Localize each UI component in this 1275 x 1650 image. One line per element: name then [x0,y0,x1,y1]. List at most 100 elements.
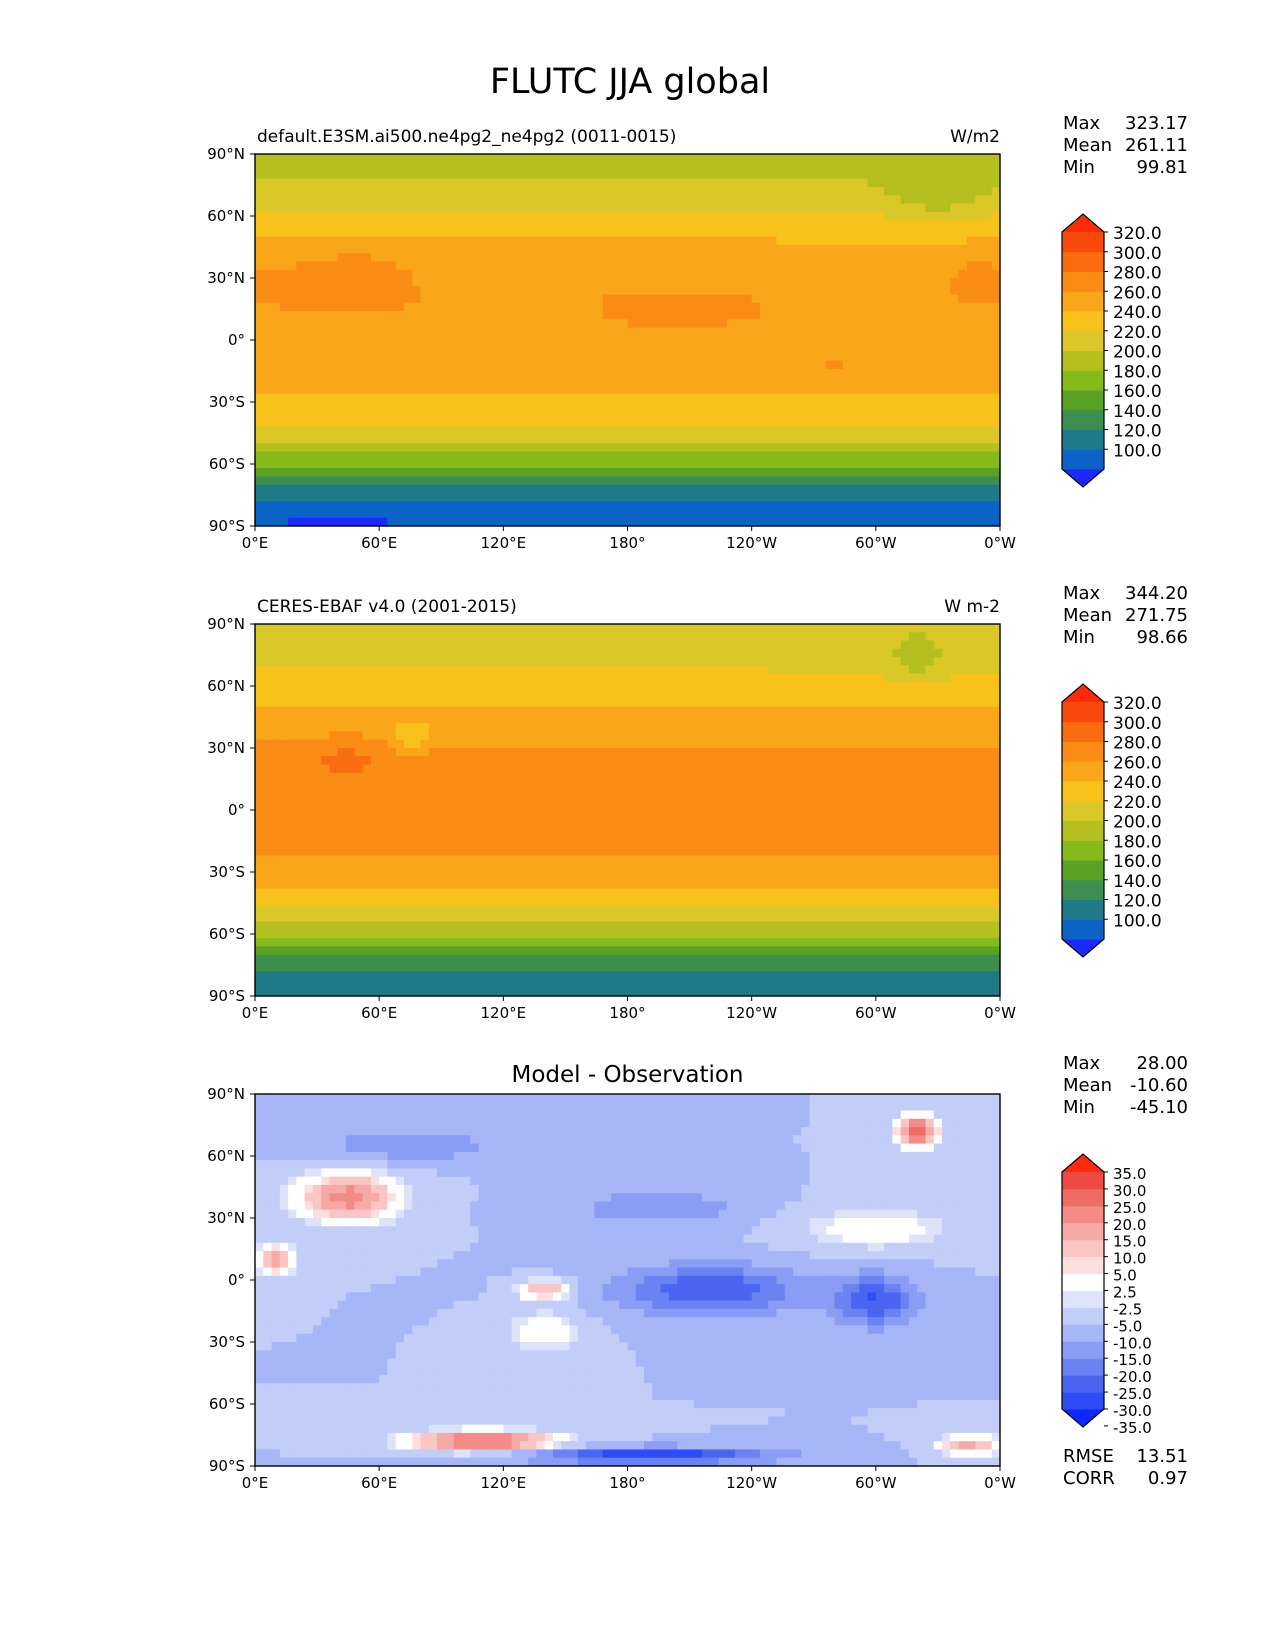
field-cell [486,352,496,362]
field-cell [900,368,910,378]
field-cell [884,327,893,337]
field-cell [685,253,695,263]
field-cell [387,253,397,263]
field-cell [329,418,339,428]
field-cell [453,187,463,196]
field-cell [387,319,397,329]
field-cell [983,319,993,329]
field-cell [486,410,496,420]
field-cell [726,261,736,271]
field-cell [759,418,769,428]
field-cell [710,681,720,691]
field-cell [354,220,364,229]
field-cell [346,253,355,263]
field-cell [751,311,761,320]
field-cell [635,657,645,666]
field-cell [321,385,331,395]
field-cell [437,286,446,296]
field-cell [801,484,811,494]
field-cell [470,451,480,461]
field-cell [652,459,662,469]
field-cell [577,278,587,287]
field-cell [288,501,297,511]
field-cell [817,484,827,494]
field-cell [321,648,331,658]
field-cell [586,418,595,428]
field-cell [486,154,496,163]
field-cell [395,162,405,172]
field-cell [718,261,728,271]
field-cell [735,187,744,196]
field-cell [461,269,471,279]
field-cell [288,154,297,163]
field-cell [776,352,786,362]
field-cell [511,418,521,428]
field-cell [983,468,993,477]
field-cell [387,418,397,428]
field-cell [519,690,529,699]
field-cell [685,426,695,436]
field-cell [602,244,612,254]
field-cell [718,476,728,486]
field-cell [263,220,273,229]
field-cell [569,410,579,420]
field-cell [801,517,811,526]
field-cell [304,665,314,675]
field-cell [859,410,869,420]
field-cell [271,319,281,329]
field-cell [346,426,355,436]
field-cell [304,410,314,420]
field-cell [842,360,852,370]
field-cell [395,443,405,453]
field-cell [966,657,976,666]
field-cell [329,426,339,436]
field-cell [296,632,306,642]
field-cell [991,468,1000,477]
field-cell [751,665,761,675]
field-cell [536,261,546,271]
field-cell [677,162,687,172]
field-cell [652,484,662,494]
field-cell [255,286,264,296]
field-cell [404,360,413,370]
field-cell [453,468,463,477]
field-cell [329,162,339,172]
field-cell [279,344,289,353]
field-cell [304,311,314,320]
field-cell [470,278,480,287]
field-cell [884,211,893,221]
field-cell [288,187,297,196]
field-cell [263,178,273,188]
field-cell [544,377,554,387]
field-cell [495,335,504,345]
field-cell [710,393,720,403]
field-cell [544,509,554,519]
colorbar-label: 160.0 [1113,382,1162,402]
field-cell [958,344,968,353]
field-cell [312,286,322,296]
field-cell [867,178,877,188]
field-cell [668,228,678,238]
field-cell [428,640,438,650]
field-cell [693,319,703,329]
field-cell [610,648,620,658]
field-cell [735,178,744,188]
field-cell [594,154,604,163]
field-cell [619,302,629,312]
field-cell [677,195,687,205]
field-cell [867,665,877,675]
field-cell [950,170,960,180]
field-cell [859,517,869,526]
field-cell [354,492,364,502]
field-cell [834,443,844,453]
field-cell [776,476,786,486]
field-cell [859,162,869,172]
field-cell [933,492,943,502]
field-cell [304,286,314,296]
field-cell [784,327,794,337]
field-cell [958,665,968,675]
field-cell [337,624,347,633]
field-cell [263,327,273,337]
field-cell [950,162,960,172]
field-cell [544,698,554,708]
